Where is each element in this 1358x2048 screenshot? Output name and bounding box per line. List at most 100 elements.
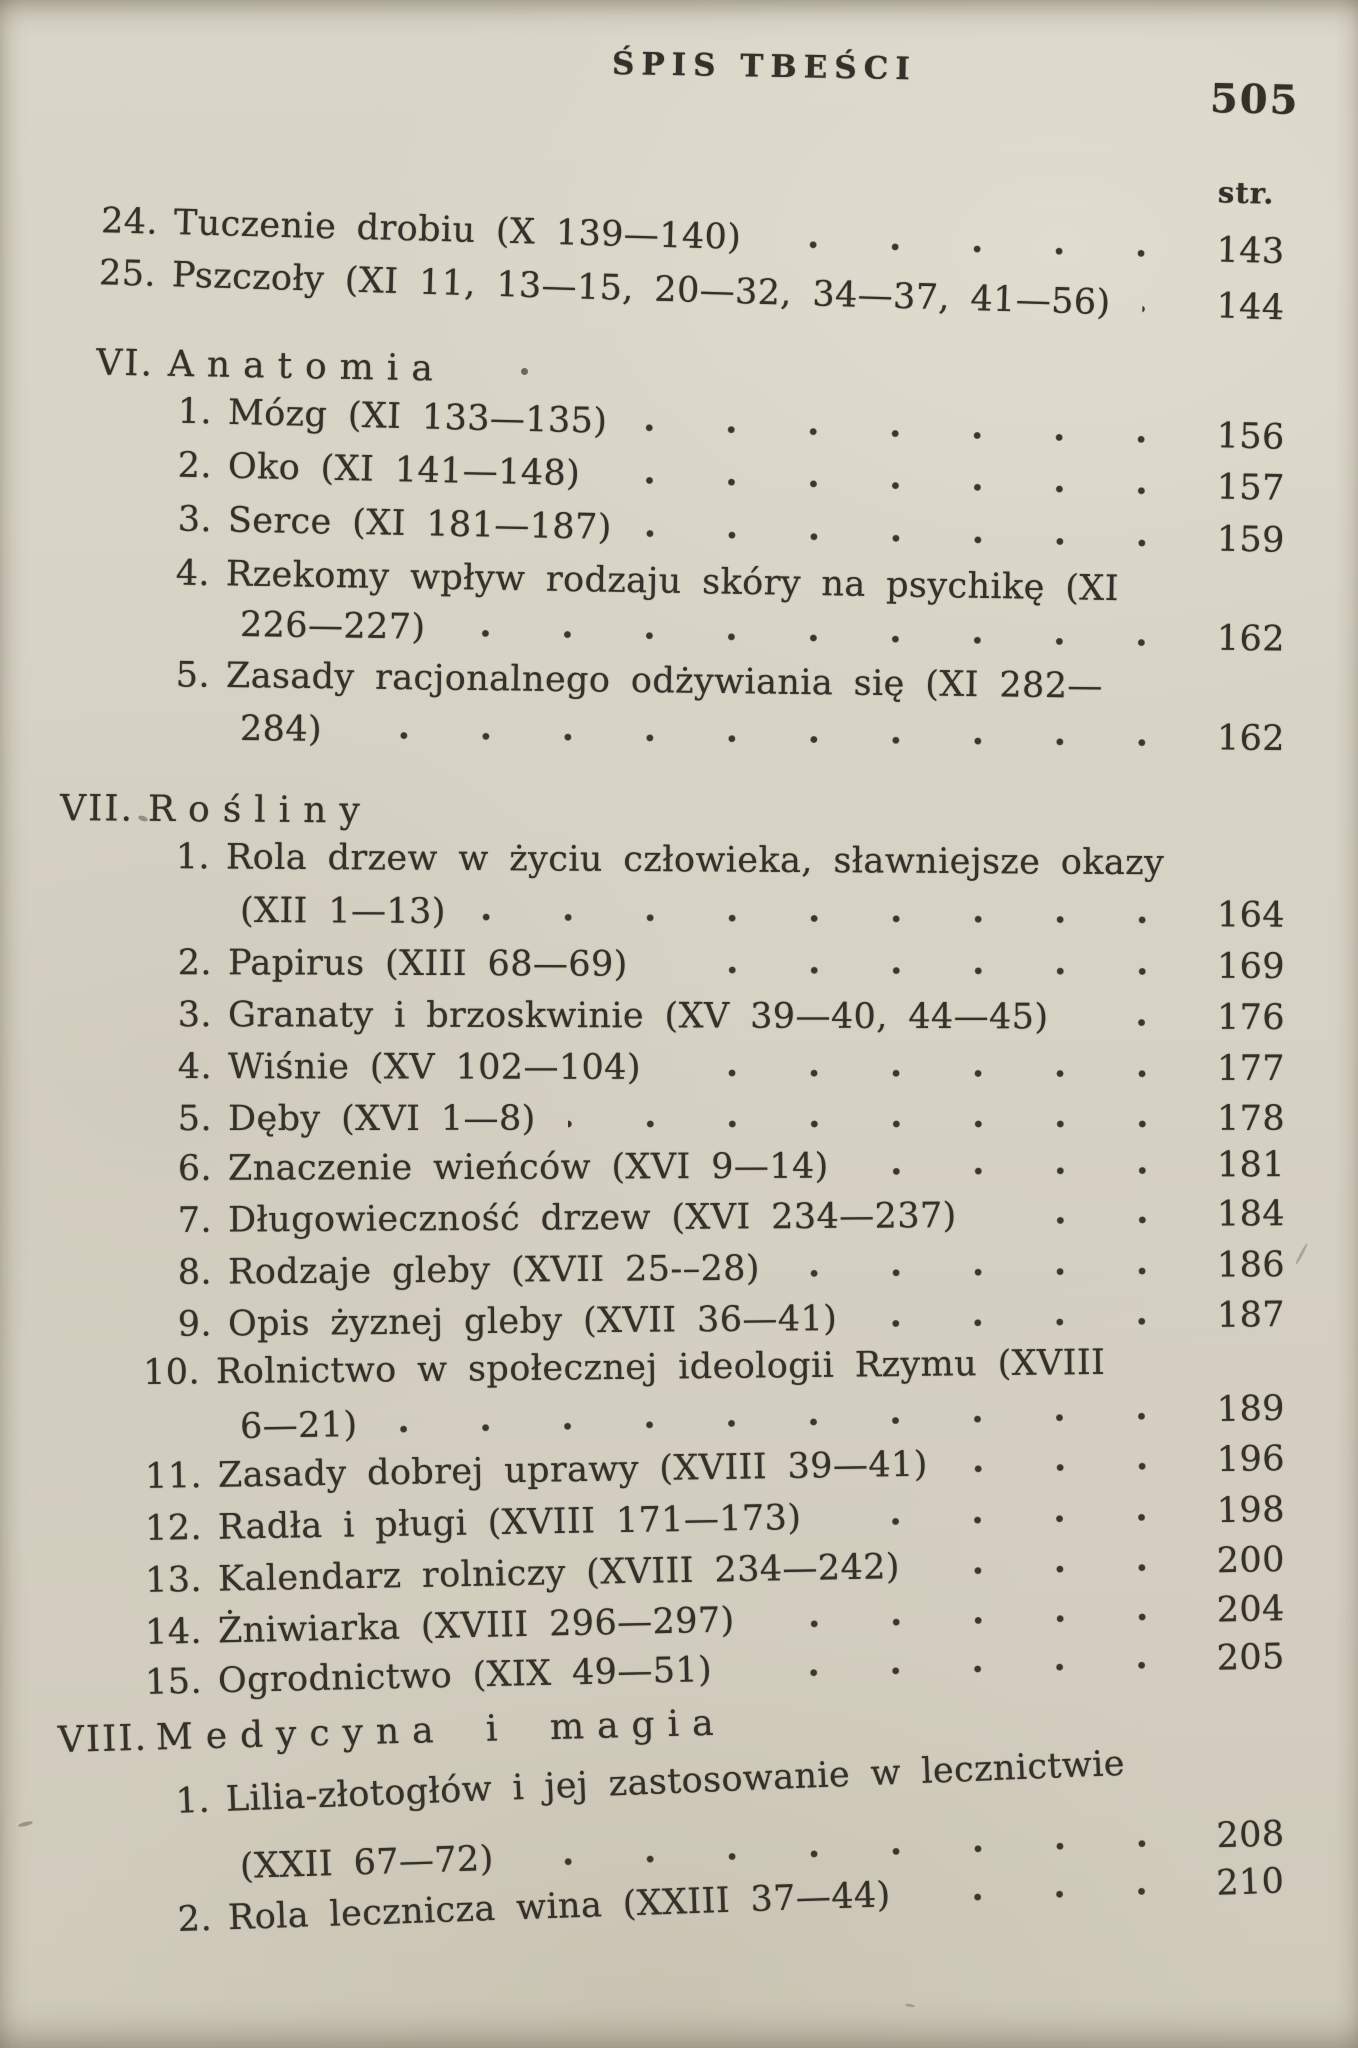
entry-number: 6. <box>177 1148 213 1189</box>
toc-entry-row: 2. Papirus (XIII 68—69) 169 <box>150 940 1285 990</box>
section-title: Rośliny <box>147 788 373 832</box>
entry-number: 7. <box>177 1200 213 1241</box>
entry-title: Zasady dobrej uprawy (XVIII 39—41) <box>217 1444 929 1496</box>
entry-number: 2. <box>177 943 213 984</box>
page-number-value: 208 <box>1215 1814 1286 1857</box>
section-numeral: VI. <box>95 342 155 385</box>
toc-section-header: VI. Anatomia <box>70 340 447 393</box>
toc-section-header: VIII. Medycyna i magia <box>57 1701 727 1764</box>
entry-title: Żniwiarka (XVIII 296—297) <box>217 1600 736 1652</box>
page-number-value: 176 <box>1216 997 1286 1038</box>
entry-title: Rolnictwo w społecznej ideologii Rzymu (… <box>215 1342 1106 1393</box>
page-number-value: 164 <box>1216 895 1286 936</box>
section-title: Medycyna i magia <box>155 1702 728 1759</box>
section-title: Anatomia <box>167 343 447 390</box>
toc-entry-row: 3. Granaty i brzoskwinie (XV 39—40, 44—4… <box>150 992 1285 1041</box>
toc-section-header: VII. Rośliny <box>50 786 373 835</box>
page-number-value: 181 <box>1216 1145 1286 1186</box>
page-number-value: 198 <box>1216 1490 1286 1532</box>
dot-leader <box>1142 304 1183 316</box>
page-number-value: 144 <box>1215 286 1286 329</box>
page-number-value: 200 <box>1216 1540 1286 1582</box>
dot-leader <box>457 628 1183 649</box>
entry-title: Oko (XI 141—148) <box>227 446 581 495</box>
dot-leader <box>791 1265 1184 1279</box>
paper-speck <box>904 2003 916 2008</box>
toc-entry-row: 5. Zasady racjonalnego odżywiania się (X… <box>148 652 1103 710</box>
section-numeral: VIII. <box>57 1717 149 1761</box>
toc-entry-row: 9. Opis żyznej gleby (XVII 36—41) 187 <box>150 1292 1286 1348</box>
dot-leader <box>643 528 1183 549</box>
entry-number: 11. <box>144 1456 203 1497</box>
page-heading: ŚPIS TBEŚCI <box>611 46 918 88</box>
toc-entry-row: 10. Rolnictwo w społecznej ideologii Rzy… <box>138 1340 1106 1396</box>
dot-leader <box>766 1611 1183 1630</box>
dot-leader <box>525 1837 1183 1869</box>
dot-leader <box>833 1511 1184 1528</box>
entry-number: 13. <box>144 1559 203 1601</box>
entry-title-continuation: 6—21) <box>239 1404 358 1447</box>
page-number-value: 184 <box>1216 1194 1286 1235</box>
toc-entry-row: 5. Dęby (XVI 1—8) 178 <box>150 1096 1285 1142</box>
entry-number: 8. <box>177 1252 213 1293</box>
entry-title: Kalendarz rolniczy (XVIII 234—242) <box>217 1547 901 1600</box>
page-number: 505 <box>1209 75 1300 124</box>
dot-leader <box>659 964 1183 977</box>
entry-number: 5. <box>177 1099 212 1139</box>
section-numeral: VII. <box>59 788 135 830</box>
entry-number: 24. <box>100 201 159 243</box>
entry-title-continuation: 226—227) <box>239 605 426 648</box>
dot-leader <box>672 1067 1183 1079</box>
entry-number: 10. <box>142 1352 201 1393</box>
dot-leader <box>477 912 1183 926</box>
entry-number: 2. <box>177 445 213 487</box>
toc-entry-continuation-row: (XII 1—13) 164 <box>240 888 1285 939</box>
paper-speck <box>521 368 528 375</box>
dot-leader <box>860 1165 1184 1177</box>
page-number-value: 186 <box>1216 1245 1286 1286</box>
entry-title: Mózg (XI 133—135) <box>227 392 608 442</box>
entry-title: Zasady racjonalnego odżywiania się (XI 2… <box>225 655 1104 707</box>
dot-leader <box>639 422 1183 446</box>
entry-number: 3. <box>177 995 213 1036</box>
page-number-value: 187 <box>1216 1295 1286 1336</box>
page-number-value: 204 <box>1216 1589 1286 1631</box>
toc-entry-continuation-row: 226—227) 162 <box>240 602 1286 663</box>
entry-title-continuation: 284) <box>239 709 323 750</box>
toc-entry-continuation-row: 284) 162 <box>240 706 1285 762</box>
page-number-value: 178 <box>1216 1099 1285 1139</box>
page-number-value: 177 <box>1216 1048 1286 1089</box>
page-number-value: 162 <box>1216 718 1286 760</box>
entry-title: Granaty i brzoskwinie (XV 39—40, 44—45) <box>227 995 1049 1038</box>
entry-title: Papirus (XIII 68—69) <box>227 943 628 985</box>
entry-number: 2. <box>177 1898 213 1941</box>
paper-speck <box>1294 1242 1309 1266</box>
entry-number: 25. <box>98 253 157 295</box>
page-number-value: 159 <box>1216 519 1286 561</box>
paper-speck <box>17 1820 34 1828</box>
entry-number: 14. <box>144 1611 203 1653</box>
entry-title: Opis żyznej gleby (XVII 36—41) <box>227 1299 838 1345</box>
entry-title: Serce (XI 181—187) <box>227 500 613 548</box>
entry-title: Rodzaje gleby (XVII 25-–28) <box>227 1248 761 1293</box>
dot-leader <box>869 1315 1184 1329</box>
dot-leader <box>567 1119 1183 1129</box>
dot-leader <box>389 1410 1184 1435</box>
entry-number: 12. <box>144 1507 203 1549</box>
toc-entry-row: 8. Rodzaje gleby (XVII 25-–28) 186 <box>150 1242 1285 1296</box>
entry-title-continuation: (XXII 67—72) <box>239 1839 495 1887</box>
entry-title: Tuczenie drobiu (X 139—140) <box>173 203 742 258</box>
entry-number: 1. <box>177 391 213 433</box>
page-number-value: 169 <box>1216 946 1286 987</box>
entry-title: Długowieczność drzew (XVI 234—237) <box>227 1196 957 1241</box>
dot-leader <box>931 1561 1184 1577</box>
dot-leader <box>772 238 1183 260</box>
entry-title: Radła i pługi (XVIII 171—173) <box>217 1498 802 1548</box>
page-number-value: 189 <box>1216 1388 1286 1430</box>
entry-number: 1. <box>174 1780 211 1822</box>
dot-leader <box>988 1214 1184 1226</box>
toc-entry-row: 7. Długowieczność drzew (XVI 234—237) 18… <box>150 1191 1285 1244</box>
entry-number: 4. <box>177 1047 213 1088</box>
page-number-value: 156 <box>1216 416 1286 458</box>
toc-entry-row: 1. Rola drzew w życiu człowieka, sławnie… <box>148 834 1165 886</box>
